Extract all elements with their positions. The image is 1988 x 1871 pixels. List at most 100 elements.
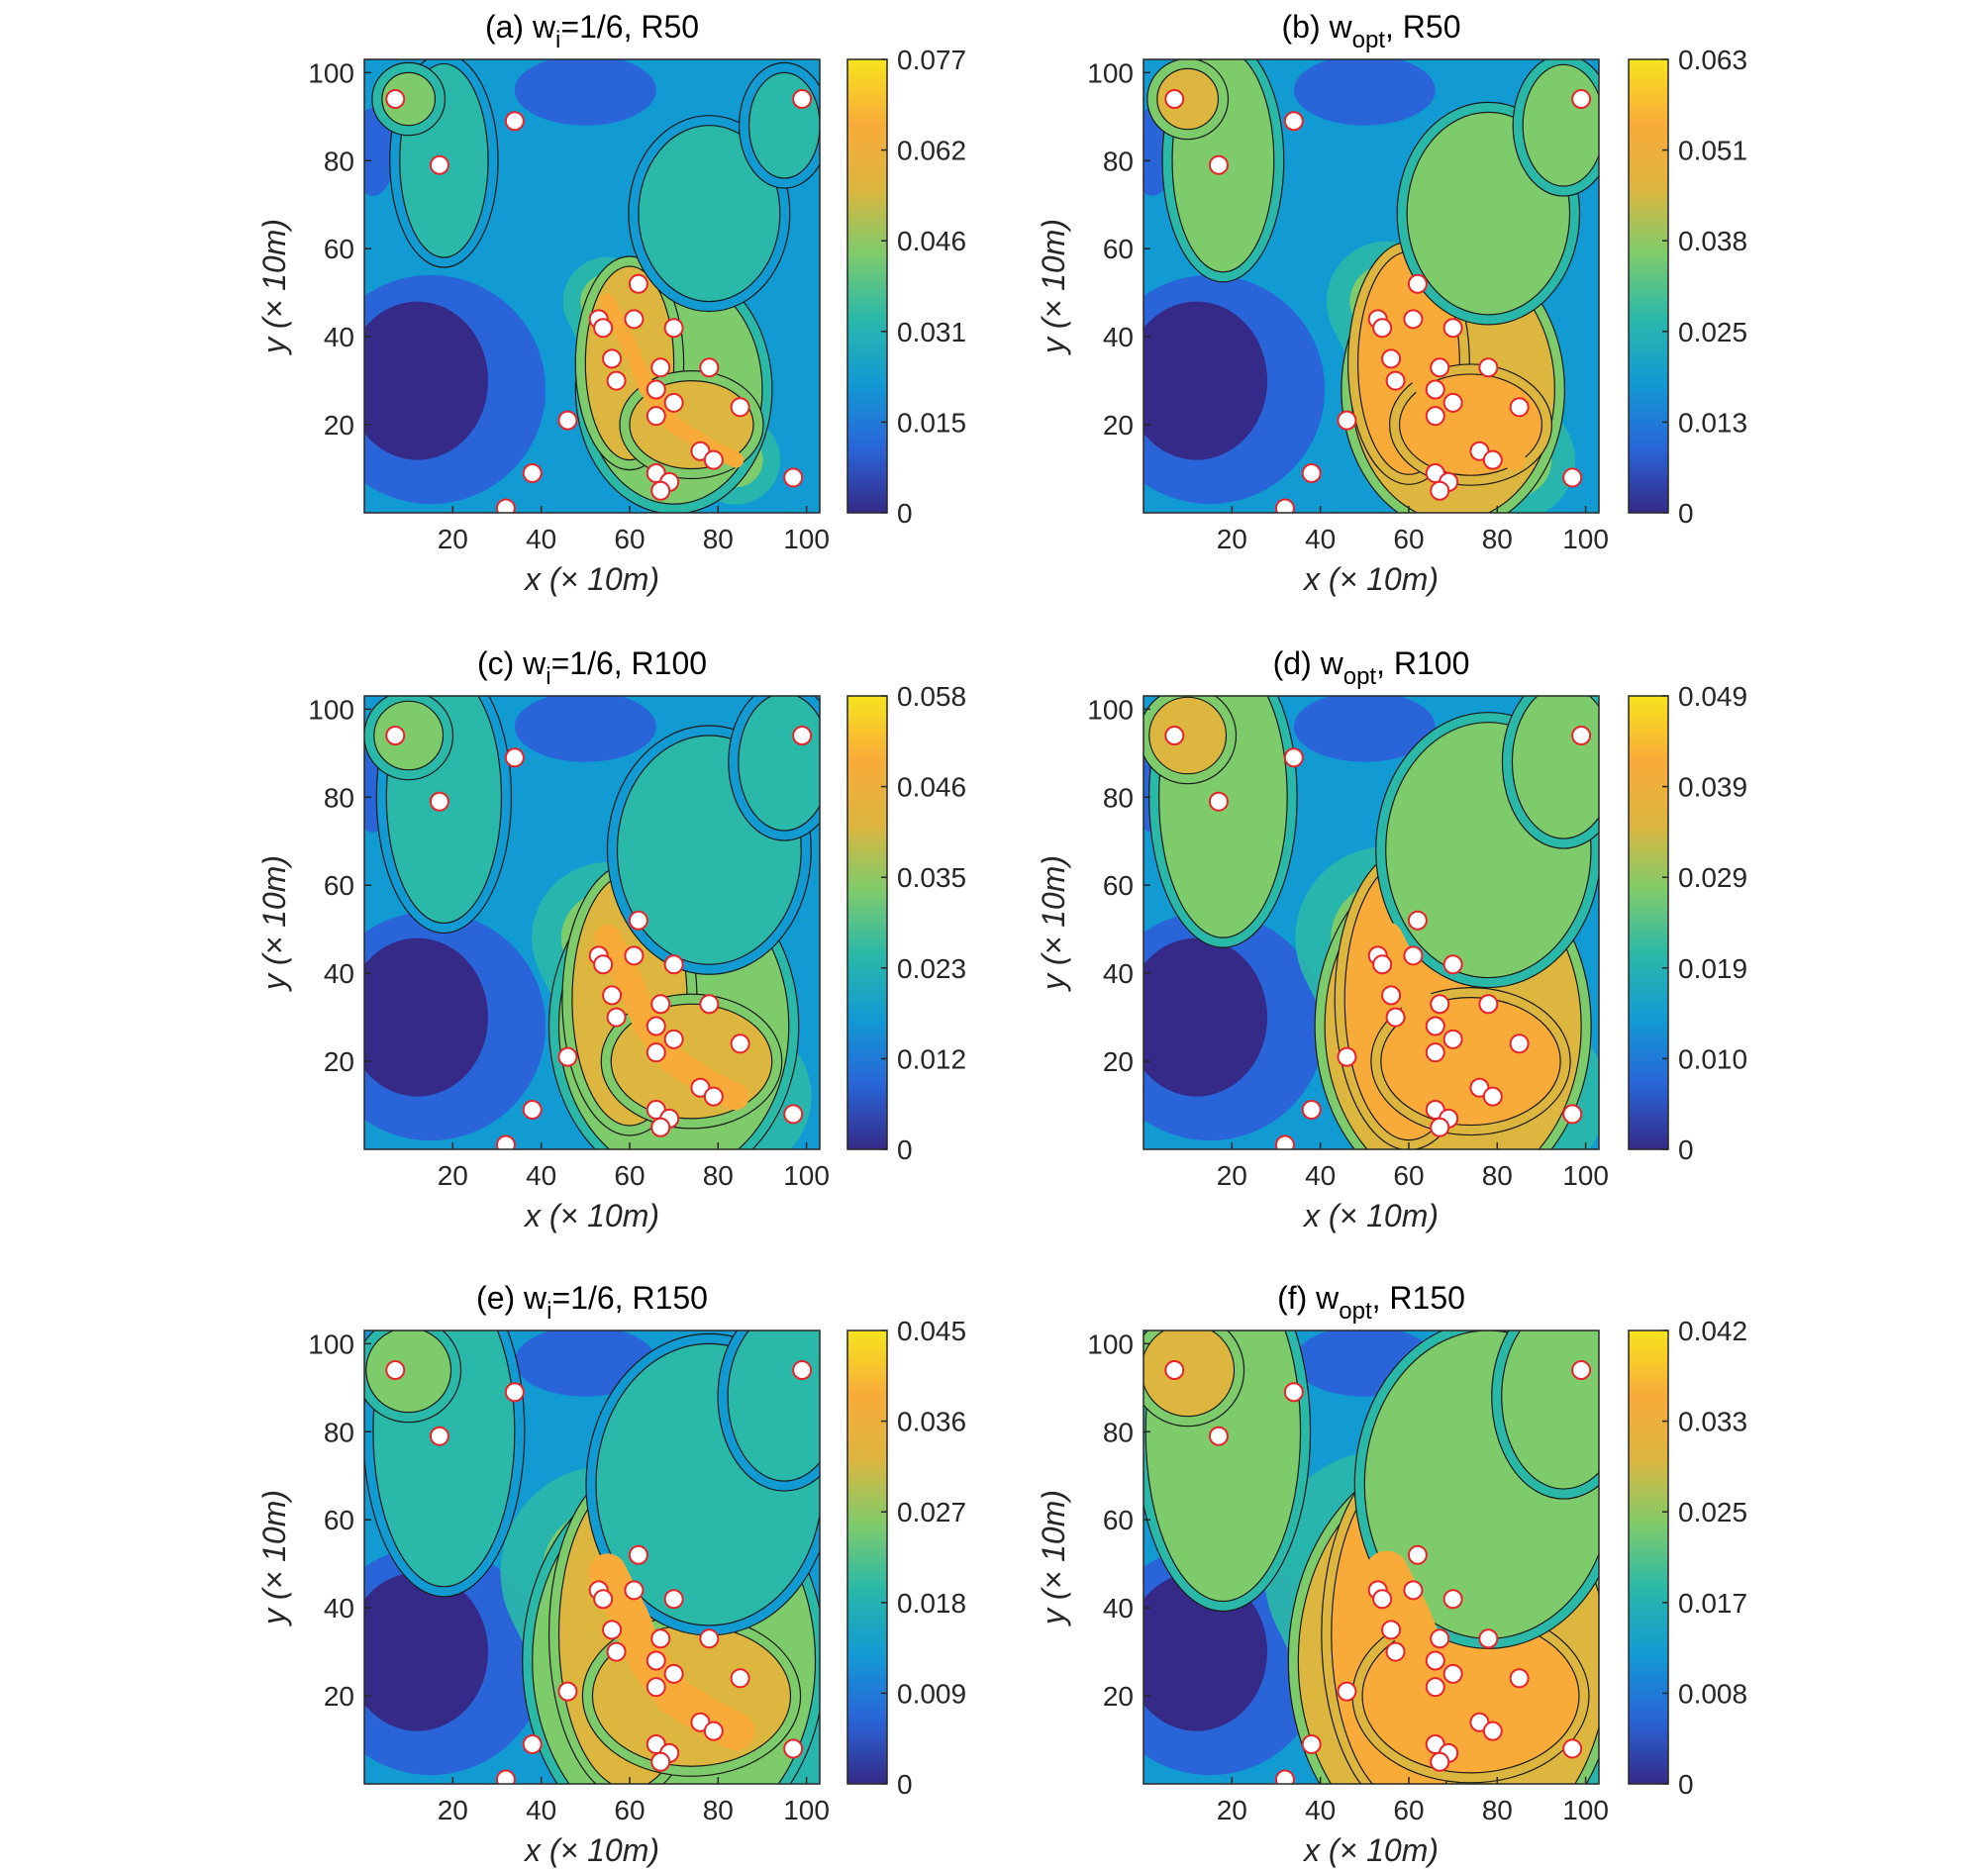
heatmap-plot-area (1143, 696, 1599, 1149)
station-marker (650, 1117, 671, 1137)
station-marker (1407, 273, 1428, 294)
colorbar: 0.049 0.039 0.029 0.019 0.010 0 (1628, 681, 1747, 1165)
station-marker (1301, 462, 1322, 483)
station-marker (628, 910, 648, 931)
station-marker (606, 1007, 627, 1028)
station-marker (1301, 1733, 1322, 1754)
station-marker (1430, 1117, 1450, 1137)
station-marker (495, 1134, 516, 1149)
station-marker (1283, 1382, 1304, 1403)
station-marker (1478, 1628, 1499, 1649)
x-tick-label: 40 (526, 524, 556, 554)
colorbar-tick-label: 0.038 (1678, 226, 1747, 256)
contour-region (1143, 1330, 1236, 1418)
station-marker (1381, 985, 1402, 1006)
chart-panel-d: 20 40 60 80 100 20 40 60 80 100 x (× 10m) y (× 10m)… (1036, 645, 1747, 1233)
station-marker (1372, 1589, 1393, 1610)
contour-region (365, 1330, 452, 1414)
station-marker (1407, 1544, 1428, 1565)
station-marker (1509, 1034, 1530, 1054)
y-tick-label: 80 (1103, 146, 1134, 176)
low-region (1293, 59, 1436, 126)
station-marker (1425, 406, 1445, 427)
colorbar-tick-label: 0.017 (1678, 1588, 1747, 1619)
station-marker (646, 1650, 666, 1671)
colorbar-tick-label: 0.077 (897, 45, 966, 75)
chart-title: (f) wopt, R150 (1277, 1280, 1465, 1325)
low-region (514, 696, 656, 762)
title-subscript: i (546, 663, 550, 690)
colorbar-tick-label: 0.035 (897, 862, 966, 893)
colorbar: 0.045 0.036 0.027 0.018 0.009 0 (846, 1316, 966, 1800)
station-marker (1425, 1016, 1445, 1036)
y-axis-label: y (× 10m) (256, 1490, 292, 1626)
station-marker (663, 954, 684, 975)
colorbar-gradient (1628, 1329, 1669, 1785)
colorbar-gradient (1628, 58, 1669, 514)
colorbar-tick-label: 0.062 (897, 136, 966, 166)
colorbar-tick-label: 0.046 (897, 226, 966, 256)
x-tick-label: 40 (526, 1795, 556, 1825)
contour-region (1148, 696, 1228, 775)
y-tick-label: 40 (1103, 322, 1134, 352)
station-marker (1425, 1650, 1445, 1671)
station-marker (1283, 747, 1304, 768)
station-marker (1430, 994, 1450, 1015)
station-marker (1208, 791, 1229, 812)
colorbar-tick-label: 0 (1678, 1769, 1694, 1800)
low-region (1143, 301, 1268, 460)
station-marker (1482, 1721, 1503, 1741)
station-marker (1430, 1628, 1450, 1649)
x-tick-label: 60 (614, 1160, 645, 1191)
colorbar-tick-label: 0.008 (1678, 1678, 1747, 1709)
axes-box (363, 58, 821, 514)
title-suffix: =1/6, R50 (560, 9, 699, 45)
station-marker (1571, 1360, 1592, 1381)
title-suffix: , R150 (1372, 1280, 1465, 1316)
y-tick-label: 40 (324, 1593, 354, 1624)
station-marker (792, 726, 813, 746)
y-tick-label: 40 (1103, 1593, 1134, 1624)
station-marker (703, 1086, 724, 1107)
station-marker (1337, 1681, 1357, 1702)
station-marker (730, 1668, 750, 1689)
y-tick-label: 100 (1087, 694, 1134, 725)
x-tick-label: 100 (1562, 1795, 1609, 1825)
title-main: (b) w (1282, 9, 1353, 45)
x-tick-label: 20 (1217, 1160, 1247, 1191)
colorbar-tick-label: 0.018 (897, 1588, 966, 1619)
y-tick-label: 40 (324, 322, 354, 352)
heatmap-plot-area (364, 1330, 820, 1784)
x-tick-label: 80 (1482, 1795, 1513, 1825)
title-subscript: i (555, 27, 560, 53)
contour-region (727, 1330, 820, 1482)
station-marker (1403, 945, 1424, 966)
contour-region (1156, 67, 1220, 131)
station-marker (522, 1099, 543, 1120)
title-subscript: opt (1352, 27, 1386, 53)
colorbar-tick-label: 0.042 (1678, 1316, 1747, 1346)
y-tick-label: 40 (324, 958, 354, 989)
colorbar-tick-label: 0.027 (897, 1497, 966, 1527)
station-marker (646, 1016, 666, 1036)
station-marker (1372, 318, 1393, 339)
contour-region (373, 700, 445, 771)
contour-region (381, 71, 437, 127)
title-main: (a) w (485, 9, 556, 45)
station-marker (1562, 1738, 1583, 1759)
station-marker (1442, 318, 1463, 339)
low-region (1143, 937, 1268, 1097)
axes-box (1143, 58, 1600, 514)
station-marker (663, 1663, 684, 1684)
station-marker (522, 462, 543, 483)
x-tick-label: 100 (1562, 1160, 1609, 1191)
station-marker (1562, 467, 1583, 488)
station-marker (1482, 1086, 1503, 1107)
x-tick-label: 60 (614, 1795, 645, 1825)
station-marker (730, 1034, 750, 1054)
y-tick-label: 80 (324, 146, 354, 176)
station-marker (429, 154, 449, 175)
title-subscript: i (547, 1298, 551, 1325)
station-marker (650, 480, 671, 501)
y-tick-label: 60 (1103, 870, 1134, 901)
